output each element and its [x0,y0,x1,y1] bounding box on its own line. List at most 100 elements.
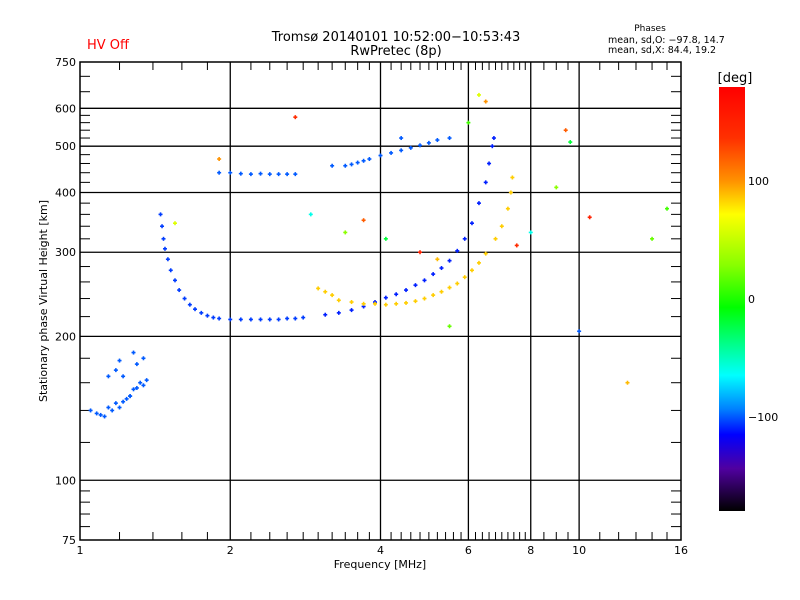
data-point [528,230,533,235]
data-point [217,170,222,175]
data-point [399,136,404,141]
data-point [455,248,460,253]
data-point [394,301,399,306]
data-point [285,172,290,177]
data-point [568,140,573,145]
data-point [131,387,136,392]
data-point [487,161,492,166]
data-point [462,236,467,241]
data-point [308,212,313,217]
data-point [276,317,281,322]
data-point [330,293,335,298]
data-point [431,293,436,298]
data-point [193,307,198,312]
hv-status: HV Off [87,38,130,53]
data-point [439,266,444,271]
data-point [383,236,388,241]
y-tick-label: 100 [55,474,76,487]
data-point [336,298,341,303]
data-point [462,275,467,280]
data-point [455,281,460,286]
data-point [165,257,170,262]
data-point [117,358,122,363]
y-axis-label: Stationary phase Virtual Height [km] [37,200,50,402]
data-point [323,289,328,294]
data-point [422,278,427,283]
data-point [490,144,495,149]
data-point [158,212,163,217]
data-point [117,405,122,410]
x-tick-label: 10 [572,544,586,557]
chart-title-line2: RwPretec (8p) [350,44,441,59]
data-point [199,310,204,315]
x-tick-labels: 1 2 4 6 8 10 16 [77,544,689,557]
data-point [413,299,418,304]
data-point [447,258,452,263]
data-point [323,312,328,317]
data-point [285,316,290,321]
data-point [469,268,474,273]
x-tick-label: 4 [377,544,384,557]
data-point [168,268,173,273]
data-point [238,171,243,176]
data-point [172,278,177,283]
data-point [293,316,298,321]
data-point [349,300,354,305]
data-point [361,158,366,163]
y-tick-label: 500 [55,140,76,153]
data-point [106,405,111,410]
data-point [404,288,409,293]
grid-lines [80,62,681,540]
data-point [141,356,146,361]
data-points [88,92,670,419]
data-point [499,224,504,229]
x-tick-label: 2 [227,544,234,557]
x-tick-label: 6 [465,544,472,557]
data-point [141,383,146,388]
data-point [413,283,418,288]
data-point [113,401,118,406]
data-point [491,136,496,141]
data-point [361,218,366,223]
y-tick-label: 75 [62,534,76,547]
data-point [228,317,233,322]
data-point [293,115,298,120]
data-point [650,236,655,241]
colorbar [719,87,745,511]
data-point [238,317,243,322]
data-point [408,145,413,150]
data-point [301,315,306,320]
data-point [258,171,263,176]
data-point [336,310,341,315]
axis-ticks [80,62,681,540]
colorbar-tick-labels: 100 0 −100 [748,175,778,424]
data-point [577,329,582,334]
data-point [373,301,378,306]
data-point [88,408,93,413]
data-point [160,224,165,229]
data-point [134,385,139,390]
data-point [469,221,474,226]
data-point [228,170,233,175]
data-point [94,411,99,416]
data-point [505,206,510,211]
data-point [343,230,348,235]
data-point [121,399,126,404]
data-point [422,296,427,301]
data-point [162,246,167,251]
data-point [514,243,519,248]
data-point [361,301,366,306]
data-point [98,412,103,417]
colorbar-tick-label: −100 [748,411,778,424]
data-point [431,272,436,277]
data-point [447,136,452,141]
data-point [439,289,444,294]
data-point [426,140,431,145]
colorbar-tick-label: 0 [748,293,755,306]
data-point [493,236,498,241]
y-tick-label: 750 [55,56,76,69]
data-point [447,324,452,329]
data-point [349,308,354,313]
data-point [383,295,388,300]
stats-heading: Phases [634,24,666,34]
